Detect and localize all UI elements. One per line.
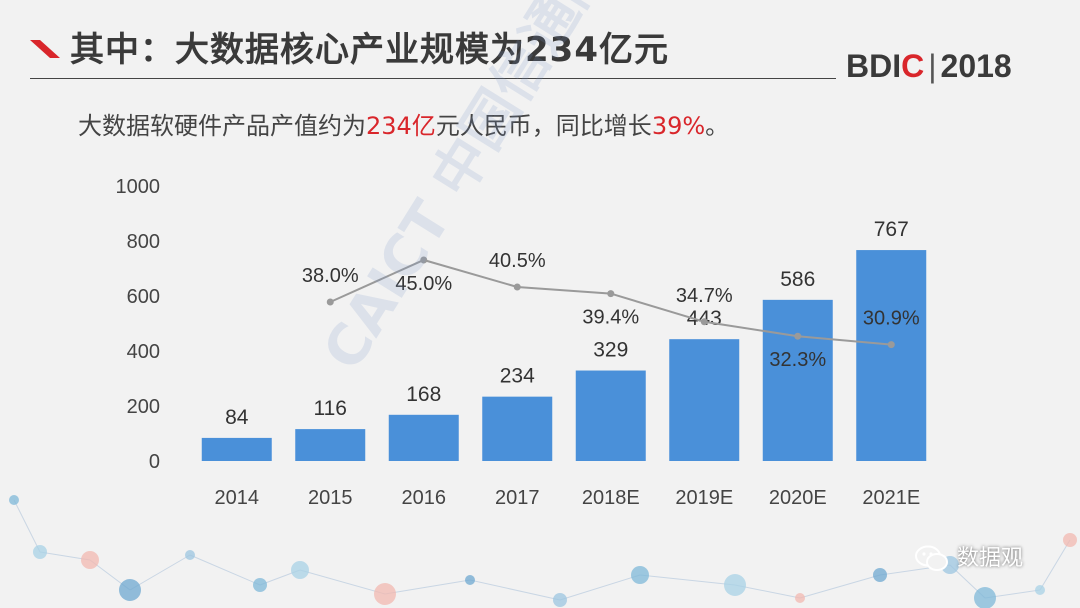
x-tick-label: 2020E <box>769 487 827 509</box>
growth-label: 30.9% <box>863 308 920 330</box>
x-tick-label: 2019E <box>675 487 733 509</box>
bar-value-label: 234 <box>500 365 535 388</box>
bar <box>762 299 833 461</box>
growth-label: 32.3% <box>769 349 826 371</box>
network-node <box>873 568 887 582</box>
bar <box>295 429 366 461</box>
y-tick-label: 400 <box>127 341 160 363</box>
network-link <box>189 554 261 586</box>
wechat-badge: 数据观 <box>915 540 1023 573</box>
network-node <box>291 561 309 579</box>
bar <box>482 396 553 461</box>
x-tick-label: 2017 <box>495 487 540 509</box>
network-link <box>469 579 561 601</box>
y-tick-label: 600 <box>127 286 160 308</box>
bar-value-label: 329 <box>593 339 628 362</box>
network-node <box>465 575 475 585</box>
growth-label: 38.0% <box>302 265 359 287</box>
x-tick-label: 2021E <box>862 487 920 509</box>
network-node <box>1063 533 1077 547</box>
network-node <box>631 566 649 584</box>
brand-prefix: BDI <box>846 48 902 84</box>
subtitle-part3: 。 <box>705 112 730 140</box>
network-link <box>639 574 736 586</box>
bar-value-label: 767 <box>874 218 909 241</box>
network-node <box>185 550 195 560</box>
network-node <box>119 579 141 601</box>
wechat-label: 数据观 <box>957 546 1024 571</box>
growth-point <box>513 283 521 291</box>
network-node <box>1035 585 1045 595</box>
network-node <box>253 578 267 592</box>
bar <box>856 250 927 461</box>
x-tick-label: 2015 <box>308 487 353 509</box>
network-node <box>974 587 996 608</box>
network-link <box>384 579 471 595</box>
growth-label: 34.7% <box>676 285 733 307</box>
network-node <box>374 583 396 605</box>
network-node <box>553 593 567 607</box>
x-tick-label: 2016 <box>402 487 447 509</box>
brand-logo: BDIC | 2018 <box>846 48 1012 85</box>
network-node <box>81 551 99 569</box>
bar <box>575 370 646 461</box>
bar <box>669 339 740 461</box>
subtitle-growth: 39% <box>651 112 706 140</box>
growth-label: 40.5% <box>489 250 546 272</box>
growth-point <box>420 256 428 264</box>
brand-c: C <box>901 48 925 84</box>
network-node <box>9 495 19 505</box>
bar-value-label: 84 <box>225 406 249 429</box>
y-tick-label: 200 <box>127 396 160 418</box>
network-node <box>33 545 47 559</box>
title-divider <box>30 78 836 79</box>
x-tick-label: 2014 <box>215 487 260 509</box>
brand-year: 2018 <box>940 48 1012 84</box>
growth-point <box>887 341 895 349</box>
x-tick-label: 2018E <box>582 487 640 509</box>
network-link <box>559 574 641 601</box>
y-tick-label: 0 <box>149 451 160 473</box>
growth-point <box>700 318 708 326</box>
bar-value-label: 168 <box>406 383 441 406</box>
wechat-icon <box>915 545 948 571</box>
network-link <box>13 499 41 553</box>
subtitle: 大数据软硬件产品产值约为234亿元人民币，同比增长39%。 <box>78 106 729 141</box>
bar-value-label: 116 <box>314 397 347 420</box>
y-tick-label: 800 <box>127 231 160 253</box>
subtitle-part2: 元人民币，同比增长 <box>435 112 652 140</box>
network-link <box>734 584 801 599</box>
network-node <box>724 574 746 596</box>
growth-label: 39.4% <box>582 307 639 329</box>
subtitle-part1: 大数据软硬件产品产值约为 <box>78 112 366 140</box>
growth-point <box>607 290 615 298</box>
growth-label: 45.0% <box>395 273 452 295</box>
network-link <box>299 569 386 595</box>
bar <box>201 437 272 461</box>
network-link <box>799 574 881 599</box>
network-link <box>1039 539 1071 591</box>
network-link <box>129 554 191 591</box>
title-slash-icon <box>30 40 60 58</box>
bar-value-label: 586 <box>780 268 815 291</box>
growth-point <box>326 298 334 306</box>
network-node <box>795 593 805 603</box>
bar <box>388 414 459 461</box>
page-title: 其中：大数据核心产业规模为234亿元 <box>70 30 669 70</box>
y-tick-label: 1000 <box>116 176 161 198</box>
subtitle-value: 234亿 <box>366 112 436 140</box>
growth-point <box>794 332 802 340</box>
brand-separator: | <box>928 48 937 84</box>
